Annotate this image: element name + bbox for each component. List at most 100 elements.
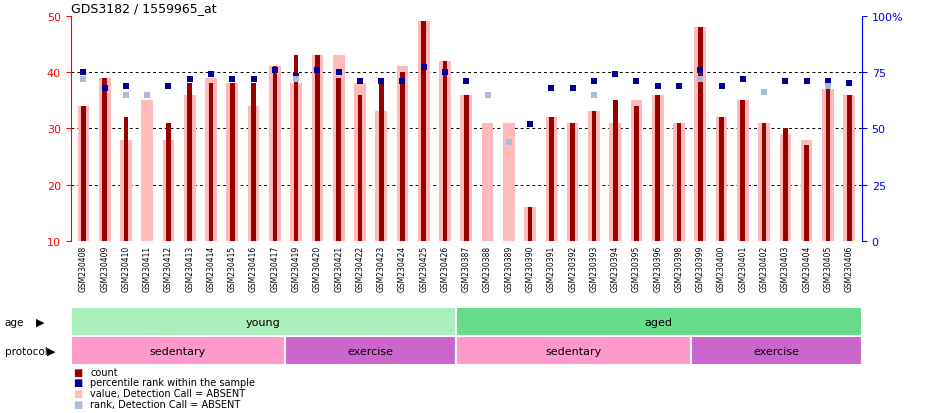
Bar (525, 208, 536, 242)
Bar (187, 84, 192, 242)
Point (437, 69, 452, 76)
Bar (443, 62, 447, 242)
Point (608, 72, 623, 78)
Bar (71, 337, 284, 366)
Bar (358, 95, 363, 242)
Point (778, 78, 793, 85)
Bar (634, 107, 639, 242)
Point (799, 78, 814, 85)
Point (225, 76, 240, 83)
Text: aged: aged (644, 317, 673, 327)
Text: ■: ■ (73, 367, 83, 377)
Bar (737, 101, 749, 242)
Point (692, 67, 707, 74)
Bar (588, 112, 600, 242)
Bar (379, 78, 383, 242)
Bar (120, 140, 132, 242)
Text: GSM230419: GSM230419 (292, 245, 300, 291)
Text: ■: ■ (73, 388, 83, 398)
Point (374, 78, 389, 85)
Bar (290, 84, 302, 242)
Point (161, 83, 176, 90)
Point (119, 92, 134, 99)
Point (650, 83, 665, 90)
Text: GSM230406: GSM230406 (845, 245, 853, 291)
Text: sedentary: sedentary (545, 346, 601, 356)
Text: ▶: ▶ (36, 317, 44, 327)
Text: GSM230417: GSM230417 (270, 245, 280, 291)
Text: GSM230408: GSM230408 (79, 245, 88, 291)
Point (268, 67, 283, 74)
Bar (481, 123, 494, 242)
Bar (461, 95, 472, 242)
Bar (205, 78, 217, 242)
Bar (545, 118, 558, 242)
Bar (248, 107, 259, 242)
Text: GSM230400: GSM230400 (717, 245, 726, 291)
Bar (716, 118, 727, 242)
Point (586, 78, 601, 85)
Text: GSM230415: GSM230415 (228, 245, 236, 291)
Bar (123, 118, 128, 242)
Point (714, 83, 729, 90)
Bar (656, 95, 660, 242)
Text: GSM230416: GSM230416 (249, 245, 258, 291)
Bar (230, 84, 235, 242)
Text: young: young (246, 317, 281, 327)
Point (182, 76, 197, 83)
Bar (166, 123, 171, 242)
Bar (780, 135, 791, 242)
Bar (400, 73, 405, 242)
Point (756, 90, 771, 96)
Text: rank, Detection Call = ABSENT: rank, Detection Call = ABSENT (90, 399, 241, 409)
Bar (99, 78, 110, 242)
Text: GSM230398: GSM230398 (674, 245, 684, 291)
Bar (694, 28, 706, 242)
Bar (421, 22, 426, 242)
Bar (549, 118, 554, 242)
Point (841, 81, 856, 87)
Text: GSM230387: GSM230387 (462, 245, 471, 291)
Point (459, 78, 474, 85)
Bar (652, 95, 663, 242)
Point (820, 83, 836, 90)
Point (480, 92, 495, 99)
Point (629, 78, 644, 85)
Bar (354, 84, 365, 242)
Bar (103, 78, 107, 242)
Text: GSM230394: GSM230394 (610, 245, 620, 291)
Bar (284, 337, 456, 366)
Text: count: count (90, 367, 118, 377)
Bar (209, 84, 214, 242)
Bar (719, 118, 723, 242)
Bar (397, 67, 408, 242)
Text: ▶: ▶ (47, 346, 56, 356)
Text: GSM230402: GSM230402 (759, 245, 769, 291)
Point (288, 76, 303, 83)
Bar (592, 112, 596, 242)
Text: exercise: exercise (754, 346, 800, 356)
Bar (272, 67, 277, 242)
Text: GSM230423: GSM230423 (377, 245, 385, 291)
Text: GSM230391: GSM230391 (547, 245, 556, 291)
Bar (613, 101, 618, 242)
Text: GSM230401: GSM230401 (739, 245, 747, 291)
Point (672, 83, 687, 90)
Point (544, 85, 559, 92)
Bar (503, 123, 514, 242)
Bar (843, 95, 855, 242)
Point (203, 72, 219, 78)
Text: GSM230414: GSM230414 (206, 245, 216, 291)
Text: GSM230420: GSM230420 (313, 245, 322, 291)
Text: GSM230405: GSM230405 (823, 245, 833, 291)
Text: GSM230409: GSM230409 (100, 245, 109, 291)
Bar (312, 56, 323, 242)
Bar (762, 123, 767, 242)
Point (76, 76, 91, 83)
Point (139, 92, 154, 99)
Text: GSM230426: GSM230426 (441, 245, 449, 291)
Text: GSM230395: GSM230395 (632, 245, 641, 291)
Point (310, 67, 325, 74)
Bar (758, 123, 770, 242)
Text: percentile rank within the sample: percentile rank within the sample (90, 377, 255, 387)
